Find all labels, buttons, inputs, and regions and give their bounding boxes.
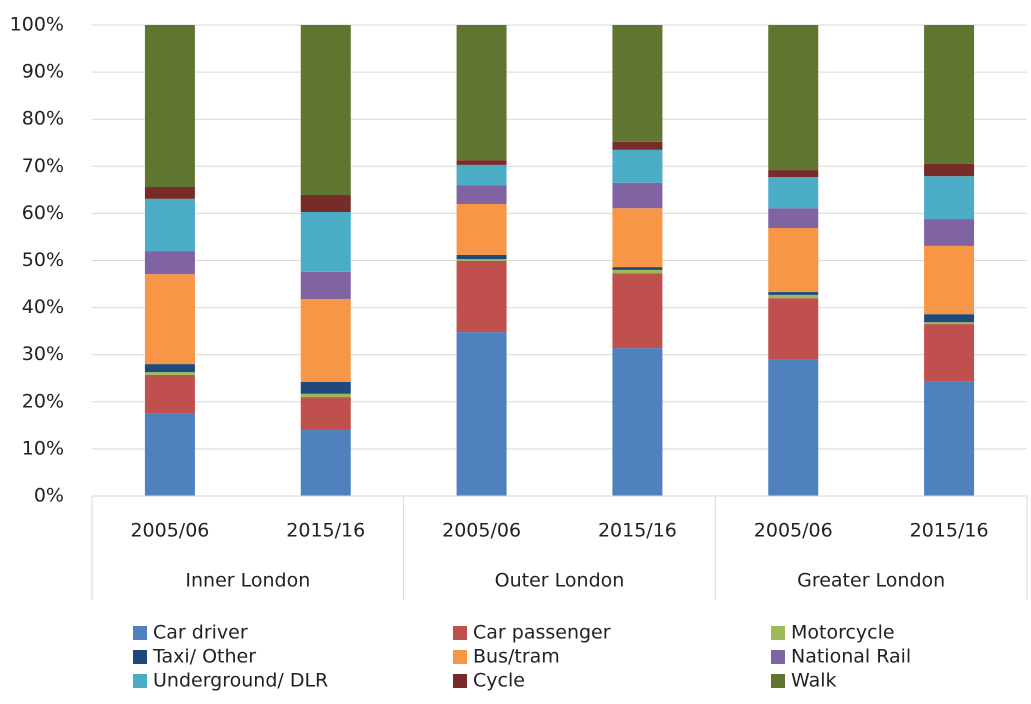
bar-segment: [924, 176, 975, 220]
bar-segment: [300, 271, 351, 300]
bar-segment: [768, 294, 819, 299]
bar-segment: [300, 382, 351, 394]
x-tick-label: 2005/06: [442, 520, 521, 542]
bar-segment: [612, 348, 663, 496]
bar-segment: [456, 332, 507, 496]
group-label: Greater London: [797, 570, 945, 592]
bar-segment: [924, 163, 975, 177]
bar-segment: [144, 274, 195, 365]
bar-segment: [768, 208, 819, 229]
bar-segment: [768, 292, 819, 295]
bar-segment: [456, 260, 507, 333]
legend-swatch: [453, 626, 467, 640]
legend-swatch: [771, 650, 785, 664]
legend-label: Walk: [791, 670, 837, 692]
legend-label: Bus/tram: [473, 646, 560, 668]
bar-segment: [144, 372, 195, 375]
bar-segment: [456, 203, 507, 255]
bar-segment: [144, 25, 195, 188]
bar-segment: [300, 393, 351, 398]
x-tick-label: 2015/16: [598, 520, 677, 542]
bar-segment: [768, 25, 819, 171]
bar-segment: [456, 259, 507, 261]
bar-segment: [924, 25, 975, 164]
legend-label: Cycle: [473, 670, 525, 692]
y-tick-label: 40%: [22, 296, 64, 318]
bar-segment: [612, 141, 663, 150]
bar-segment: [144, 251, 195, 275]
bar-segment: [612, 273, 663, 349]
legend-label: Car driver: [153, 622, 248, 644]
legend-label: Taxi/ Other: [152, 646, 256, 668]
y-tick-label: 30%: [22, 343, 64, 365]
y-tick-label: 50%: [22, 249, 64, 271]
x-tick-label: 2005/06: [130, 520, 209, 542]
legend-swatch: [133, 650, 147, 664]
bar-segment: [144, 364, 195, 373]
bar-segment: [612, 25, 663, 142]
legend-swatch: [771, 626, 785, 640]
y-tick-label: 90%: [22, 61, 64, 83]
legend-swatch: [133, 674, 147, 688]
y-tick-label: 10%: [22, 437, 64, 459]
legend-label: Car passenger: [473, 622, 611, 644]
bar-segment: [612, 208, 663, 268]
bar-segment: [300, 25, 351, 196]
y-tick-label: 80%: [22, 108, 64, 130]
bar-segment: [300, 211, 351, 272]
legend-swatch: [453, 674, 467, 688]
bar-segment: [924, 245, 975, 315]
y-tick-label: 70%: [22, 155, 64, 177]
group-label: Outer London: [495, 570, 625, 592]
bar-segment: [924, 314, 975, 323]
group-label: Inner London: [185, 570, 310, 592]
bar-segment: [456, 254, 507, 260]
bar-segment: [924, 324, 975, 382]
legend-label: Underground/ DLR: [153, 670, 328, 692]
bar-segment: [456, 164, 507, 186]
x-tick-label: 2015/16: [910, 520, 989, 542]
bar-segment: [144, 374, 195, 414]
bar-segment: [144, 187, 195, 199]
y-tick-label: 0%: [34, 485, 64, 507]
x-tick-label: 2005/06: [754, 520, 833, 542]
y-tick-label: 60%: [22, 202, 64, 224]
bar-segment: [456, 185, 507, 204]
bar-segment: [924, 381, 975, 496]
bar-segment: [144, 413, 195, 496]
y-tick-label: 100%: [10, 14, 64, 36]
bar-segment: [456, 25, 507, 161]
bar-segment: [300, 299, 351, 383]
bar-segment: [768, 298, 819, 360]
bar-segment: [768, 177, 819, 209]
bar-segment: [924, 219, 975, 246]
bar-segment: [768, 228, 819, 293]
bar-segment: [612, 182, 663, 209]
bar-segment: [300, 195, 351, 212]
x-tick-label: 2015/16: [286, 520, 365, 542]
bar-segment: [300, 397, 351, 431]
y-tick-label: 20%: [22, 390, 64, 412]
bar-segment: [456, 160, 507, 165]
bar-segment: [768, 170, 819, 178]
legend-label: National Rail: [791, 646, 911, 668]
bar-segment: [144, 198, 195, 252]
legend-swatch: [133, 626, 147, 640]
legend-swatch: [771, 674, 785, 688]
legend-label: Motorcycle: [791, 622, 895, 644]
bar-segment: [612, 267, 663, 270]
bar-segment: [612, 269, 663, 274]
legend-swatch: [453, 650, 467, 664]
bar-segment: [612, 149, 663, 183]
bar-segment: [924, 322, 975, 325]
bar-segment: [300, 430, 351, 496]
bar-segment: [768, 359, 819, 496]
